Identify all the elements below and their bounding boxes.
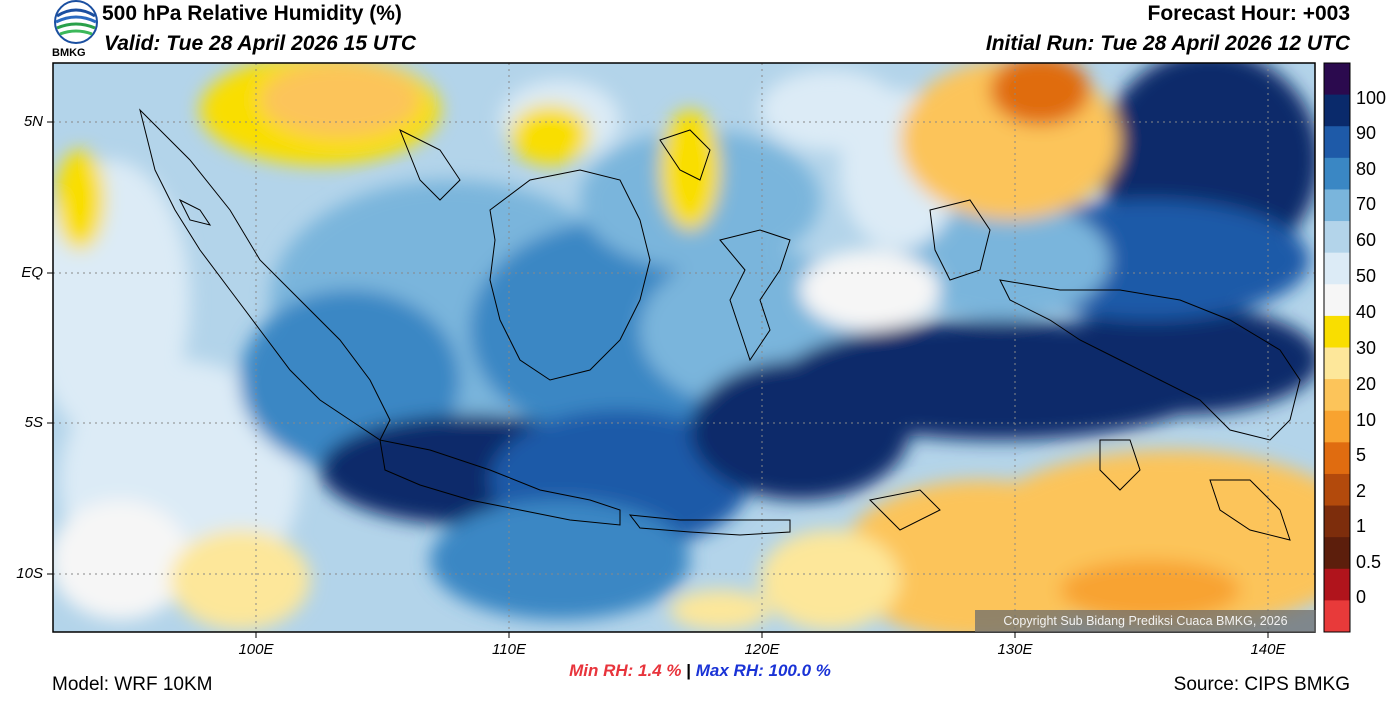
- lon-label-110e: 110E: [492, 641, 526, 658]
- colorbar-swatch: [1324, 568, 1350, 601]
- coastlines: [139, 108, 1301, 541]
- model-label: Model: WRF 10KM: [52, 674, 213, 695]
- valid-time: Valid: Tue 28 April 2026 15 UTC: [104, 32, 417, 55]
- gridlines: [53, 63, 1315, 632]
- colorbar-swatch: [1324, 410, 1350, 443]
- colorbar-swatch: [1324, 379, 1350, 412]
- colorbar-swatch: [1324, 442, 1350, 475]
- colorbar-label: 0.5: [1356, 552, 1382, 572]
- colorbar-label: 100: [1356, 88, 1387, 108]
- colorbar-swatch: [1324, 537, 1350, 570]
- colorbar-swatch: [1324, 284, 1350, 317]
- lon-label-100e: 100E: [238, 641, 274, 658]
- colorbar-swatch: [1324, 600, 1350, 633]
- lat-label-eq: EQ: [21, 264, 43, 281]
- colorbar-swatch: [1324, 126, 1350, 159]
- stats-separator: |: [686, 661, 692, 680]
- colorbar-label: 20: [1356, 374, 1377, 394]
- colorbar-swatch: [1324, 505, 1350, 538]
- lat-label-10s: 10S: [16, 565, 43, 582]
- colorbar-label: 2: [1356, 481, 1367, 501]
- rh-stats: Min RH: 1.4 % | Max RH: 100.0 %: [0, 661, 1400, 681]
- map-frame: [52, 62, 1316, 633]
- colorbar-label: 0: [1356, 587, 1367, 607]
- min-rh-value: 1.4 %: [638, 661, 682, 680]
- colorbar-label: 1: [1356, 516, 1367, 536]
- colorbar-frame: [1323, 62, 1351, 633]
- max-rh-label: Max RH:: [695, 661, 764, 680]
- colorbar-label: 50: [1356, 266, 1377, 286]
- lon-label-120e: 120E: [744, 641, 780, 658]
- colorbar-swatch: [1324, 315, 1350, 348]
- colorbar-swatch: [1324, 189, 1350, 222]
- colorbar-label: 90: [1356, 123, 1377, 143]
- colorbar-swatch: [1324, 63, 1350, 96]
- lon-label-130e: 130E: [997, 641, 1033, 658]
- initial-run: Initial Run: Tue 28 April 2026 12 UTC: [985, 32, 1350, 55]
- lat-label-5s: 5S: [24, 414, 43, 431]
- forecast-hour: Forecast Hour: +003: [1147, 2, 1351, 25]
- lon-label-140e: 140E: [1250, 641, 1286, 658]
- colorbar-label: 70: [1356, 194, 1377, 214]
- humidity-field: [53, 63, 1315, 632]
- logo-text: BMKG: [52, 47, 86, 59]
- colorbar-swatch: [1324, 473, 1350, 507]
- bmkg-logo: [54, 0, 98, 44]
- lat-label-5n: 5N: [23, 113, 43, 130]
- colorbar-label: 10: [1356, 410, 1377, 430]
- source-label: Source: CIPS BMKG: [1173, 674, 1350, 695]
- colorbar-swatch: [1324, 252, 1350, 285]
- max-rh-value: 100.0 %: [768, 661, 831, 680]
- colorbar-swatch: [1324, 94, 1350, 127]
- copyright-notice: Copyright Sub Bidang Prediksi Cuaca BMKG…: [975, 610, 1316, 632]
- min-rh-label: Min RH:: [569, 661, 634, 680]
- colorbar-swatch: [1324, 347, 1350, 380]
- colorbar-swatch: [1324, 157, 1350, 190]
- colorbar-swatch: [1324, 221, 1350, 254]
- colorbar-label: 30: [1356, 338, 1377, 358]
- colorbar-label: 60: [1356, 230, 1377, 250]
- colorbar-label: 40: [1356, 302, 1377, 322]
- colorbar: [1323, 62, 1351, 633]
- colorbar-label: 80: [1356, 159, 1377, 179]
- colorbar-label: 5: [1356, 445, 1367, 465]
- map-title: 500 hPa Relative Humidity (%): [102, 2, 402, 25]
